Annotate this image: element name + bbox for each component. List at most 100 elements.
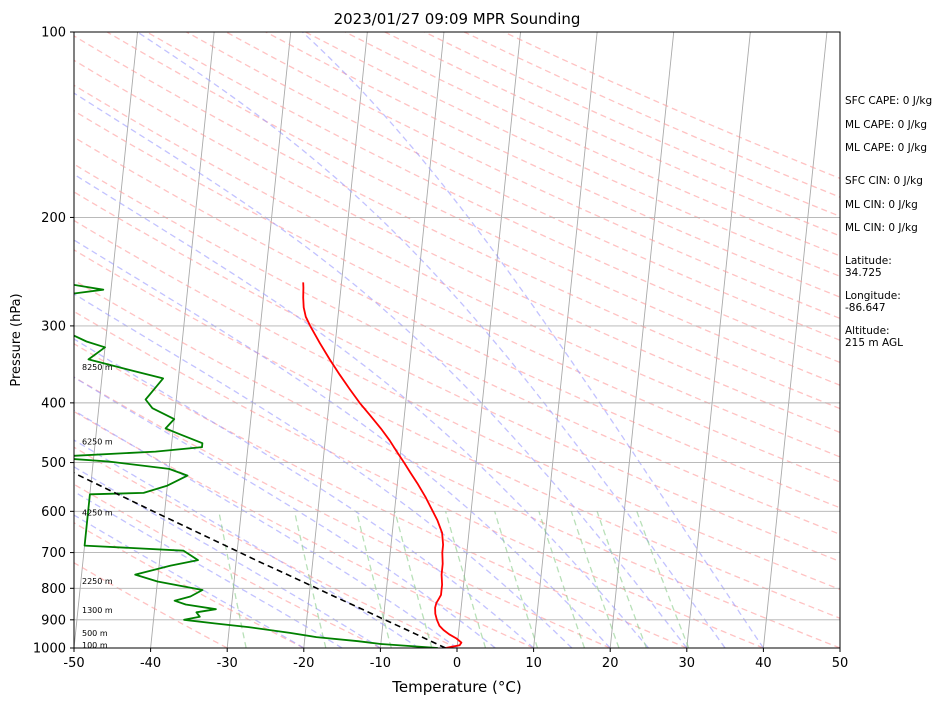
height-labels: 100 m 500 m 1300 m 2250 m 4250 m 6250 m 8250 m bbox=[82, 363, 113, 650]
isotherm-line bbox=[226, 32, 292, 648]
parameter-text: Latitude: bbox=[845, 255, 892, 267]
parameter-text: Altitude: bbox=[845, 325, 890, 337]
mixing-ratio-line bbox=[636, 511, 690, 648]
moist-adiabat bbox=[74, 409, 458, 648]
parameter-text: -86.647 bbox=[845, 302, 886, 314]
dry-adiabat bbox=[74, 110, 840, 483]
series-group bbox=[74, 282, 463, 648]
moist-adiabat bbox=[74, 466, 381, 648]
moist-adiabat bbox=[74, 376, 496, 648]
x-tick-label: -50 bbox=[63, 656, 84, 671]
x-axis-ticks: -50 -40 -30 -20 -10 0 10 20 30 40 50 bbox=[63, 648, 848, 671]
temperature-line bbox=[302, 282, 463, 648]
dry-adiabat bbox=[74, 249, 840, 619]
parameter-text: ML CIN: 0 J/kg bbox=[845, 222, 918, 234]
x-tick-label: -30 bbox=[217, 656, 238, 671]
parameter-text: ML CIN: 0 J/kg bbox=[845, 199, 918, 211]
parameter-text: SFC CAPE: 0 J/kg bbox=[845, 95, 932, 107]
dry-adiabat bbox=[74, 279, 840, 648]
plot-frame bbox=[73, 31, 841, 649]
moist-adiabat bbox=[74, 514, 305, 648]
dry-adiabat bbox=[74, 483, 381, 648]
moist-adiabat bbox=[74, 490, 343, 648]
y-tick-label: 800 bbox=[41, 582, 66, 597]
dry-adiabat bbox=[74, 191, 840, 563]
isotherm-line bbox=[379, 32, 445, 648]
mixing-ratio-line bbox=[570, 511, 620, 648]
y-tick-label: 900 bbox=[41, 613, 66, 628]
dry-adiabat bbox=[74, 446, 458, 648]
dry-adiabat bbox=[74, 376, 611, 648]
isotherm-line bbox=[533, 32, 598, 648]
x-tick-label: 10 bbox=[525, 656, 542, 671]
dry-adiabat bbox=[186, 32, 840, 341]
parcel-line bbox=[74, 472, 446, 648]
dry-adiabat bbox=[74, 59, 840, 434]
y-tick-label: 500 bbox=[41, 456, 66, 471]
dry-adiabat bbox=[74, 136, 840, 509]
height-label: 4250 m bbox=[82, 509, 113, 518]
y-tick-label: 700 bbox=[41, 546, 66, 561]
parameter-text: 34.725 bbox=[845, 267, 882, 279]
dry-adiabat bbox=[265, 32, 840, 298]
parameter-text: ML CAPE: 0 J/kg bbox=[845, 119, 927, 131]
y-tick-label: 1000 bbox=[33, 642, 66, 657]
x-tick-label: -10 bbox=[370, 656, 391, 671]
moist-adiabat bbox=[74, 293, 573, 648]
isotherm-line bbox=[686, 32, 751, 648]
x-tick-label: 50 bbox=[832, 656, 849, 671]
y-tick-label: 200 bbox=[41, 211, 66, 226]
isotherm-line bbox=[762, 32, 828, 648]
chart-title: 2023/01/27 09:09 MPR Sounding bbox=[334, 10, 581, 28]
isotherm-line bbox=[303, 32, 368, 648]
y-tick-label: 300 bbox=[41, 319, 66, 334]
dry-adiabat bbox=[74, 410, 534, 648]
moist-adiabat bbox=[137, 32, 726, 648]
parameter-text: ML CAPE: 0 J/kg bbox=[845, 142, 927, 154]
moist-adiabat bbox=[74, 92, 688, 648]
x-tick-label: 40 bbox=[755, 656, 772, 671]
x-tick-label: -20 bbox=[293, 656, 314, 671]
mixing-ratio-line bbox=[355, 511, 392, 648]
y-tick-label: 600 bbox=[41, 505, 66, 520]
x-axis-label: Temperature (°C) bbox=[391, 678, 521, 696]
parameter-text: Longitude: bbox=[845, 290, 901, 302]
pressure-gridlines bbox=[74, 31, 840, 649]
dry-adiabat bbox=[74, 522, 305, 648]
sounding-parameters: SFC CAPE: 0 J/kg ML CAPE: 0 J/kg ML CAPE: … bbox=[845, 95, 932, 349]
height-label: 6250 m bbox=[82, 437, 113, 446]
height-label: 1300 m bbox=[82, 606, 113, 615]
x-tick-label: 30 bbox=[679, 656, 696, 671]
dry-adiabat bbox=[74, 84, 840, 458]
parameter-text: SFC CIN: 0 J/kg bbox=[845, 175, 923, 187]
height-label: 8250 m bbox=[82, 363, 113, 372]
dry-adiabat bbox=[74, 163, 840, 535]
y-axis-ticks: 1000 900 800 700 600 500 400 300 200 100 bbox=[33, 26, 74, 657]
dry-adiabat bbox=[74, 310, 764, 648]
isotherm-line bbox=[456, 32, 521, 648]
parameter-text: 215 m AGL bbox=[845, 337, 903, 349]
x-tick-label: -40 bbox=[140, 656, 161, 671]
y-tick-label: 400 bbox=[41, 396, 66, 411]
dewpoint-line bbox=[74, 283, 438, 648]
y-axis-label: Pressure (hPa) bbox=[9, 293, 24, 386]
x-tick-label: 0 bbox=[453, 656, 461, 671]
mixing-ratio-line bbox=[218, 511, 247, 648]
dry-adiabat bbox=[146, 32, 840, 364]
background-lines bbox=[74, 32, 840, 648]
moist-adiabat bbox=[74, 173, 649, 648]
y-tick-label: 100 bbox=[41, 26, 66, 41]
moist-adiabat bbox=[74, 338, 535, 648]
height-label: 100 m bbox=[82, 641, 108, 650]
height-label: 500 m bbox=[82, 629, 108, 638]
dry-adiabat bbox=[74, 35, 840, 410]
moist-adiabat bbox=[302, 32, 764, 648]
x-tick-label: 20 bbox=[602, 656, 619, 671]
dry-adiabat bbox=[74, 562, 228, 648]
moist-adiabat bbox=[74, 439, 420, 648]
dry-adiabat bbox=[74, 219, 840, 591]
isotherm-line bbox=[609, 32, 675, 648]
height-label: 2250 m bbox=[82, 577, 113, 586]
mixing-ratio-line bbox=[444, 511, 487, 648]
